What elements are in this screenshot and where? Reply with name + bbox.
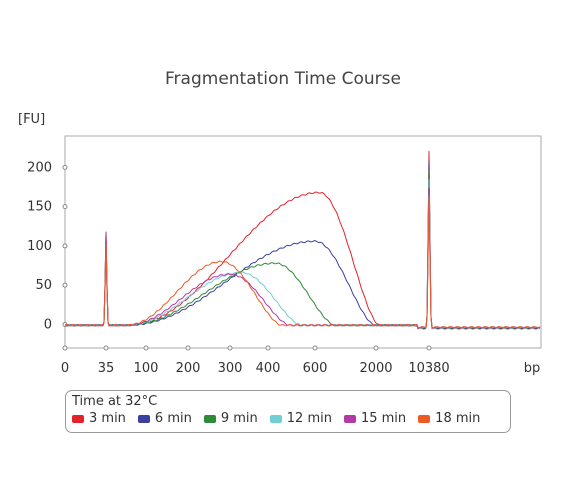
y-tick-label: 50 [35, 278, 52, 293]
y-axis: 0 50 100 150 200 [27, 160, 68, 332]
legend-label: 12 min [286, 411, 332, 426]
x-tick-label: 100 [134, 361, 159, 376]
series-line-15-min [64, 187, 541, 329]
x-tick-label: 2000 [359, 361, 392, 376]
legend-label: 3 min [89, 411, 126, 426]
y-tick-mark [62, 243, 68, 249]
x-tick-label: 600 [303, 361, 328, 376]
legend-item: 6 min [137, 411, 192, 426]
x-tick-mark [312, 345, 318, 351]
chart-title: Fragmentation Time Course [165, 69, 401, 89]
x-tick-mark [373, 345, 379, 351]
legend-label: 9 min [220, 411, 258, 426]
y-tick-mark [62, 282, 68, 288]
legend-title: Time at 32°C [72, 394, 158, 409]
x-tick-label: 35 [98, 361, 115, 376]
series-line-12-min [64, 179, 540, 329]
x-axis: 0 35 100 200 300 400 600 2000 10380 [61, 345, 450, 376]
legend-label: 18 min [435, 411, 481, 426]
legend-label: 15 min [360, 411, 407, 426]
series-line-6-min [64, 160, 541, 330]
series-lines [64, 151, 541, 330]
x-tick-mark [103, 345, 109, 351]
x-tick-label: 10380 [408, 361, 449, 376]
x-tick-label: 200 [176, 361, 201, 376]
legend-label: 6 min [154, 411, 192, 426]
plot-frame [64, 135, 542, 349]
x-tick-label: 300 [218, 361, 243, 376]
y-tick-mark [62, 204, 68, 210]
y-tick-label: 0 [44, 317, 52, 332]
series-line-18-min [64, 196, 541, 329]
x-tick-mark [62, 345, 68, 351]
x-tick-label: 0 [61, 361, 69, 376]
y-tick-label: 100 [27, 239, 52, 254]
y-tick-label: 150 [27, 200, 52, 215]
x-tick-mark [227, 345, 233, 351]
x-tick-mark [426, 345, 432, 351]
legend-swatch [203, 414, 216, 423]
legend-items: 3 min 6 min 9 min 12 min 15 min 18 min [72, 411, 504, 426]
series-line-3-min [64, 151, 541, 330]
y-axis-unit: [FU] [18, 112, 45, 127]
legend-item: 15 min [343, 411, 407, 426]
x-tick-mark [185, 345, 191, 351]
legend-swatch [137, 414, 150, 423]
x-tick-mark [143, 345, 149, 351]
legend-swatch [418, 414, 431, 423]
legend-swatch [343, 414, 356, 423]
legend-swatch [269, 414, 282, 423]
legend-swatch [72, 414, 84, 423]
x-tick-label: 400 [256, 361, 281, 376]
legend-item: 9 min [203, 411, 258, 426]
legend-item: 18 min [418, 411, 480, 426]
y-tick-label: 200 [27, 160, 52, 175]
legend: Time at 32°C 3 min 6 min 9 min 12 min 15 min… [65, 390, 511, 433]
x-tick-mark [265, 345, 271, 351]
x-axis-unit: bp [524, 361, 541, 376]
legend-item: 3 min [72, 411, 126, 426]
legend-item: 12 min [269, 411, 332, 426]
y-tick-mark [62, 164, 68, 170]
